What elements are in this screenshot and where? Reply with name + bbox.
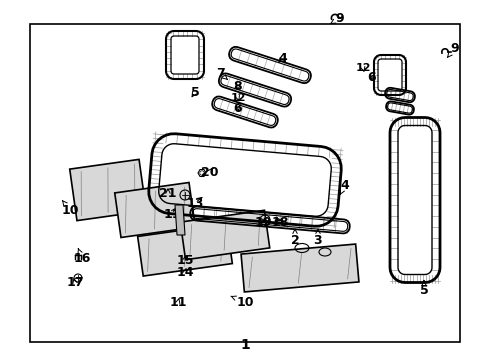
Text: 8: 8	[234, 80, 243, 93]
Text: 5: 5	[191, 86, 199, 99]
Text: 19: 19	[254, 216, 271, 229]
Text: 10: 10	[231, 296, 254, 309]
Polygon shape	[138, 224, 232, 276]
Text: 21: 21	[159, 186, 177, 199]
Text: 10: 10	[61, 201, 79, 216]
Text: 9: 9	[330, 12, 344, 24]
Text: 5: 5	[419, 280, 428, 297]
Text: 13: 13	[186, 197, 204, 210]
Text: 11: 11	[163, 207, 181, 220]
Polygon shape	[70, 159, 147, 221]
Bar	[30, 24, 460, 342]
Text: 15: 15	[176, 253, 194, 266]
Text: 14: 14	[176, 266, 194, 279]
Text: 11: 11	[169, 296, 187, 309]
Text: 7: 7	[216, 67, 227, 80]
Text: 6: 6	[234, 102, 243, 114]
Text: 20: 20	[201, 166, 219, 179]
Polygon shape	[180, 210, 270, 260]
Text: 12: 12	[230, 93, 246, 103]
Text: 4: 4	[340, 179, 349, 194]
Text: 18: 18	[271, 216, 289, 229]
Text: 16: 16	[74, 249, 91, 265]
Text: 17: 17	[66, 276, 84, 289]
Text: 1: 1	[240, 338, 250, 352]
Text: 12: 12	[355, 63, 371, 73]
Polygon shape	[175, 205, 185, 235]
Text: 2: 2	[291, 229, 299, 247]
Text: 3: 3	[314, 229, 322, 247]
Text: 4: 4	[279, 51, 287, 64]
Polygon shape	[115, 183, 196, 238]
Text: 9: 9	[447, 41, 459, 57]
Polygon shape	[241, 244, 359, 292]
Text: 6: 6	[368, 71, 376, 84]
